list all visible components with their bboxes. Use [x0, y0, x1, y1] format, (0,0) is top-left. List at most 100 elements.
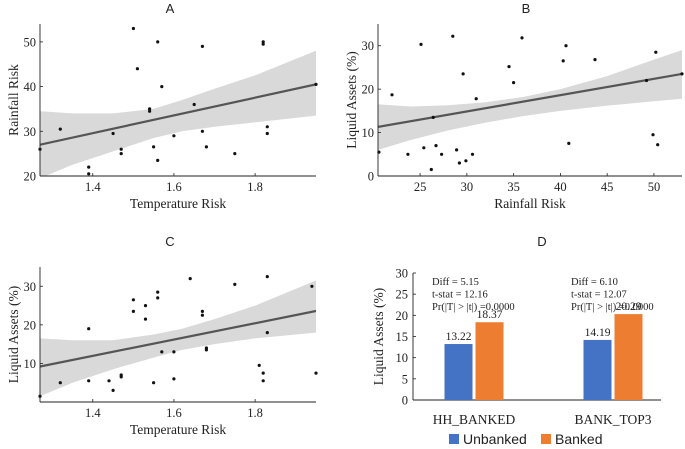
- bar-unbanked-hh_banked: [444, 344, 473, 400]
- data-point: [265, 275, 269, 279]
- data-point: [314, 371, 318, 375]
- panel-a: 1.4 1.6 1.8 20 30 40 50 A Temperature Risk Rainfa…: [6, 1, 318, 211]
- legend-swatch: [541, 434, 551, 444]
- data-point: [434, 144, 438, 148]
- x-tick-label: 40: [554, 180, 567, 194]
- data-point: [406, 152, 410, 156]
- y-axis-label: Liquid Assets (%): [344, 51, 359, 149]
- data-point: [265, 125, 269, 129]
- data-point: [156, 296, 160, 300]
- data-point: [656, 143, 660, 147]
- data-point: [119, 152, 123, 156]
- data-point: [654, 50, 658, 54]
- y-axis-label: Rainfall Risk: [6, 64, 21, 136]
- panel-title: D: [537, 234, 546, 249]
- y-tick-label: 10: [362, 126, 375, 140]
- y-tick-label: 20: [396, 309, 409, 323]
- x-tick-label: 1.4: [85, 406, 101, 420]
- data-point: [457, 161, 461, 165]
- bar-value-label: 13.22: [446, 331, 472, 343]
- data-point: [520, 36, 524, 40]
- y-tick-label: 5: [402, 372, 408, 386]
- stat-annotation: Pr(|T| > |t|) =0.0000: [571, 302, 654, 313]
- panel-title: C: [165, 234, 174, 249]
- bar-banked-hh_banked: [475, 322, 504, 400]
- stat-annotation: t-stat = 12.16: [432, 290, 488, 301]
- data-point: [680, 72, 684, 76]
- legend-swatch: [449, 434, 459, 444]
- data-point: [461, 72, 465, 76]
- data-point: [464, 159, 468, 163]
- data-point: [172, 377, 176, 381]
- data-point: [564, 44, 568, 48]
- y-tick-label: 40: [24, 80, 37, 94]
- x-tick-label: 1.4: [85, 180, 101, 194]
- data-point: [310, 284, 314, 288]
- x-category-label: BANK_TOP3: [574, 412, 651, 427]
- bar-value-label: 18.37: [477, 309, 503, 321]
- data-point: [390, 93, 394, 97]
- data-point: [135, 67, 139, 71]
- data-point: [160, 350, 164, 354]
- data-point: [314, 82, 318, 86]
- data-point: [156, 290, 160, 294]
- y-tick-label: 25: [396, 288, 409, 302]
- data-point: [156, 158, 160, 162]
- data-point: [233, 282, 237, 286]
- bar-value-label: 20.29: [616, 301, 642, 313]
- data-point: [156, 40, 160, 44]
- y-tick-label: 10: [24, 357, 37, 371]
- y-tick-label: 30: [24, 125, 37, 139]
- x-tick-label: 45: [601, 180, 614, 194]
- data-point: [192, 102, 196, 107]
- data-point: [148, 107, 152, 111]
- bar-banked-bank_top3: [614, 314, 643, 400]
- data-point: [111, 131, 115, 136]
- data-point: [143, 304, 148, 308]
- data-point: [87, 165, 91, 169]
- data-point: [87, 172, 91, 176]
- data-point: [172, 350, 176, 354]
- data-point: [200, 313, 204, 317]
- data-point: [233, 152, 237, 156]
- legend: Unbanked Banked: [449, 431, 602, 447]
- y-tick-label: 0: [402, 394, 408, 408]
- data-point: [200, 129, 204, 133]
- x-tick-label: 35: [507, 180, 520, 194]
- data-point: [511, 81, 516, 85]
- bar-unbanked-bank_top3: [583, 339, 612, 400]
- data-point: [204, 145, 208, 149]
- y-tick-label: 0: [368, 170, 374, 184]
- data-point: [131, 26, 135, 31]
- data-point: [152, 145, 156, 149]
- y-tick-label: 15: [396, 330, 409, 344]
- data-point: [507, 65, 511, 69]
- data-point: [261, 371, 265, 375]
- data-point: [58, 381, 62, 385]
- data-point: [111, 388, 115, 392]
- fit-line: [378, 72, 682, 129]
- x-axis-label: Temperature Risk: [130, 196, 226, 211]
- panel-d: 0 5 10 15 20 25 30 13.22 18.37 HH_BANKED Diff = 5.…: [371, 234, 661, 447]
- x-axis-label: Rainfall Risk: [494, 196, 566, 211]
- data-point: [440, 152, 444, 156]
- stat-annotation: Pr(|T| > |t|) =0.0000: [432, 302, 515, 313]
- y-tick-label: 20: [24, 170, 37, 184]
- data-point: [593, 58, 597, 62]
- data-point: [261, 40, 265, 44]
- data-point: [119, 375, 123, 379]
- data-point: [87, 379, 91, 383]
- data-point: [107, 379, 111, 383]
- data-point: [419, 42, 423, 47]
- data-point: [200, 44, 204, 49]
- data-point: [567, 141, 571, 145]
- data-point: [148, 109, 152, 113]
- legend-label: Unbanked: [463, 431, 527, 447]
- data-point: [58, 127, 62, 131]
- data-point: [561, 59, 565, 63]
- stat-annotation: t-stat = 12.07: [571, 290, 627, 301]
- data-point: [261, 379, 265, 383]
- x-tick-label: 1.8: [247, 406, 263, 420]
- y-tick-label: 30: [24, 280, 37, 294]
